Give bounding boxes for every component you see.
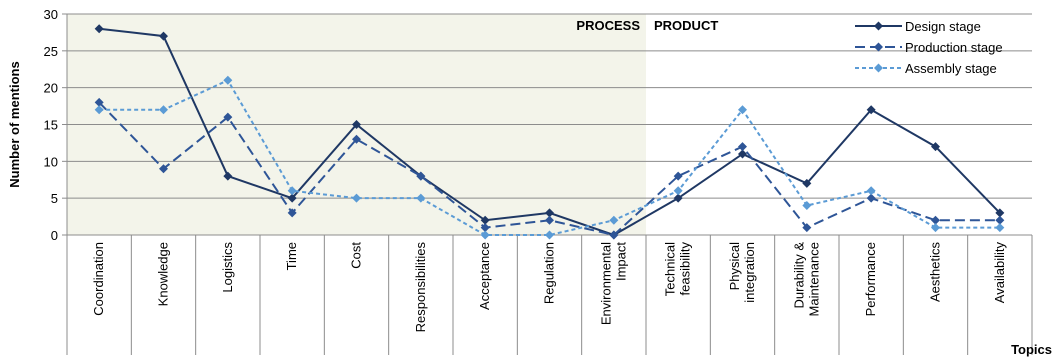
data-point [480, 230, 490, 240]
category-label: Durability &Maintenance [791, 242, 821, 317]
data-point [352, 120, 361, 129]
data-point [866, 193, 876, 203]
legend-label: Assembly stage [905, 61, 997, 76]
category-label: Technicalfeasibility [663, 242, 693, 297]
data-point [931, 223, 940, 233]
data-point [287, 193, 297, 203]
data-point [94, 105, 104, 115]
axes [66, 14, 1033, 355]
axis-labels: Number of mentions Topics [7, 61, 1052, 357]
data-point [416, 193, 426, 203]
category-label: Cost [349, 242, 364, 269]
data-point [738, 142, 747, 152]
y-tick-label: 20 [44, 81, 58, 96]
legend: Design stage Production stage Assembly sta… [855, 19, 1003, 76]
data-point [673, 186, 683, 196]
x-category-labels: Coordination Knowledge Logistics Time Cost Re… [91, 242, 1007, 333]
data-point [802, 201, 812, 211]
x-axis-label: Topics [1011, 342, 1052, 357]
legend-item: Production stage [855, 40, 1003, 55]
y-tick-labels: 0 5 10 15 20 25 30 [44, 7, 58, 243]
category-label: Responsibilities [413, 242, 428, 333]
category-label: Logistics [220, 242, 235, 293]
legend-swatch-marker [874, 63, 883, 73]
category-label: EnvironmentalImpact [598, 242, 628, 325]
data-point [287, 186, 297, 196]
data-point [223, 171, 233, 181]
data-point [416, 171, 426, 181]
data-point [94, 97, 104, 107]
series-assembly-stage [94, 75, 1005, 240]
legend-label: Production stage [905, 40, 1003, 55]
y-gridlines [62, 13, 1032, 236]
data-point [995, 215, 1005, 225]
data-point [609, 215, 619, 225]
category-label: Aesthetics [928, 242, 943, 302]
data-series [94, 24, 1005, 240]
y-tick-label: 15 [44, 118, 58, 133]
category-label: Regulation [542, 242, 557, 304]
data-point [609, 230, 619, 240]
data-point [738, 149, 747, 159]
data-point [159, 105, 168, 115]
data-point [673, 193, 683, 203]
data-point [223, 112, 233, 122]
category-label: Performance [863, 242, 878, 316]
y-tick-label: 25 [44, 44, 58, 59]
y-tick-label: 10 [44, 154, 58, 169]
category-label: Coordination [91, 242, 106, 316]
legend-swatch-marker [874, 42, 883, 52]
data-point [866, 105, 876, 115]
category-label: Acceptance [477, 242, 492, 310]
y-tick-label: 0 [51, 228, 58, 243]
legend-swatch-marker [874, 21, 883, 31]
category-label: Availability [992, 242, 1007, 304]
data-point [738, 105, 747, 115]
data-point [673, 171, 683, 181]
data-point [802, 178, 812, 188]
data-point [866, 186, 876, 196]
y-tick-label: 30 [44, 7, 58, 22]
data-point [480, 215, 490, 225]
data-point [287, 208, 297, 218]
region-label-process: PROCESS [576, 18, 640, 33]
category-label: Time [284, 242, 299, 270]
data-point [94, 24, 104, 34]
data-point [159, 31, 168, 41]
category-label: Knowledge [156, 242, 171, 306]
y-tick-label: 5 [51, 191, 58, 206]
series-production-stage [94, 97, 1005, 240]
data-point [352, 193, 361, 203]
region-label-product: PRODUCT [654, 18, 718, 33]
data-point [545, 208, 554, 218]
data-point [159, 164, 168, 174]
category-label: Physicalintegration [727, 242, 757, 303]
legend-label: Design stage [905, 19, 981, 34]
data-point [995, 208, 1005, 218]
data-point [995, 223, 1005, 233]
series-line [99, 79, 1000, 236]
legend-item: Design stage [855, 19, 981, 34]
data-point [545, 215, 554, 225]
data-point [931, 215, 940, 225]
data-point [352, 134, 361, 144]
data-point [223, 75, 233, 85]
legend-item: Assembly stage [855, 61, 997, 76]
data-point [802, 223, 812, 233]
data-point [480, 223, 490, 233]
data-point [931, 142, 940, 152]
y-axis-label: Number of mentions [7, 61, 22, 187]
data-point [545, 230, 554, 240]
